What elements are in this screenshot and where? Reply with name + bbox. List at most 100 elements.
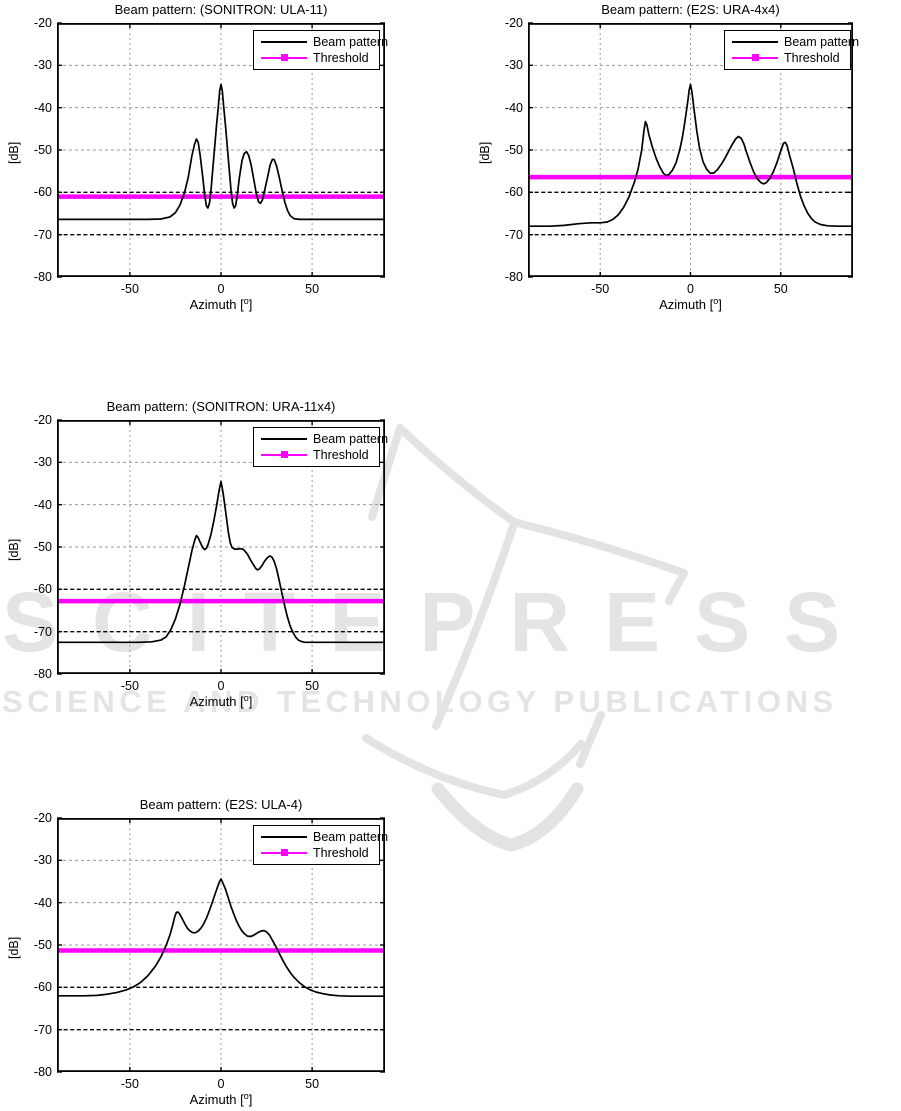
chart-title: Beam pattern: (E2S: ULA-4) xyxy=(139,797,303,812)
y-tick-label: -30 xyxy=(33,455,52,470)
x-axis-label: Azimuth [o] xyxy=(161,296,281,312)
x-axis-label-end: ] xyxy=(248,1092,253,1107)
y-tick-label: -70 xyxy=(33,624,52,639)
threshold-line-icon xyxy=(261,846,307,860)
legend-label: Beam pattern xyxy=(313,830,389,844)
x-axis-label-sup: o xyxy=(243,693,249,703)
legend: Beam pattern Threshold xyxy=(724,30,859,70)
y-tick-label: -60 xyxy=(504,185,523,200)
y-tick-label: -50 xyxy=(33,143,52,157)
y-tick-label: -60 xyxy=(33,185,52,200)
legend-item-threshold: Threshold xyxy=(254,447,379,463)
y-tick-label: -20 xyxy=(504,16,523,30)
legend: Beam pattern Threshold xyxy=(253,427,388,467)
legend-item-beam-pattern: Beam pattern xyxy=(254,34,388,50)
chart-beam-pattern-e2s-ura-4x4: Beam pattern: (E2S: URA-4x4) [dB] -20 -30… xyxy=(471,0,901,335)
threshold-line-icon xyxy=(732,51,778,65)
y-tick-label: -20 xyxy=(33,16,52,30)
y-tick-label: -80 xyxy=(504,270,523,284)
legend-item-beam-pattern: Beam pattern xyxy=(254,829,388,845)
chart-title: Beam pattern: (SONITRON: URA-11x4) xyxy=(106,399,336,414)
y-tick-label: -40 xyxy=(33,100,52,115)
beam-pattern-line-icon xyxy=(261,830,307,844)
legend-label: Threshold xyxy=(313,51,369,65)
y-tick-label: -40 xyxy=(33,895,52,910)
chart-title: Beam pattern: (SONITRON: ULA-11) xyxy=(114,2,328,17)
x-tick-label: 0 xyxy=(217,679,225,693)
legend-label: Threshold xyxy=(313,846,369,860)
legend: Beam pattern Threshold xyxy=(253,825,388,865)
x-axis-label-sup: o xyxy=(243,296,249,306)
y-tick-label: -50 xyxy=(33,938,52,952)
x-axis-label: Azimuth [o] xyxy=(161,693,281,709)
x-tick-label: 0 xyxy=(687,282,694,296)
y-tick-label: -80 xyxy=(33,667,52,681)
legend-item-beam-pattern: Beam pattern xyxy=(254,431,388,447)
x-axis-label-text: Azimuth [ xyxy=(189,694,244,709)
chart-beam-pattern-sonitron-ura-11x4: Beam pattern: (SONITRON: URA-11x4) [dB] … xyxy=(0,397,440,732)
y-tick-label: -70 xyxy=(33,227,52,242)
x-axis-label: Azimuth [o] xyxy=(631,296,751,312)
chart-title: Beam pattern: (E2S: URA-4x4) xyxy=(601,2,780,17)
x-tick-label: 50 xyxy=(305,1077,320,1091)
x-tick-label: 50 xyxy=(305,282,320,296)
y-tick-label: -30 xyxy=(33,58,52,73)
x-axis-label-end: ] xyxy=(248,694,253,709)
x-axis-label-text: Azimuth [ xyxy=(659,297,714,312)
x-tick-label: -50 xyxy=(591,282,610,296)
x-tick-label: -50 xyxy=(120,282,139,296)
legend-item-threshold: Threshold xyxy=(725,50,850,66)
plot-area xyxy=(56,419,386,675)
y-tick-label: -80 xyxy=(33,1065,52,1079)
x-tick-label: -50 xyxy=(120,679,139,693)
y-tick-label: -70 xyxy=(504,227,523,242)
y-tick-label: -30 xyxy=(504,58,523,73)
scitepress-logo-icon xyxy=(362,424,688,852)
x-axis-label-sup: o xyxy=(713,296,719,306)
x-tick-label: 0 xyxy=(217,282,225,296)
y-tick-label: -40 xyxy=(504,100,523,115)
legend-label: Beam pattern xyxy=(313,35,389,49)
chart-beam-pattern-sonitron-ula-11: Beam pattern: (SONITRON: ULA-11) [dB] -2… xyxy=(0,0,440,335)
watermark-wordmark: SCITEPRESS xyxy=(2,575,875,669)
y-tick-label: -70 xyxy=(33,1022,52,1037)
y-tick-label: -40 xyxy=(33,497,52,512)
y-tick-label: -60 xyxy=(33,980,52,995)
legend-label: Beam pattern xyxy=(784,35,860,49)
legend-label: Threshold xyxy=(784,51,840,65)
x-axis-label-text: Azimuth [ xyxy=(189,1092,244,1107)
x-tick-label: 0 xyxy=(217,1077,225,1091)
beam-pattern-line-icon xyxy=(261,35,307,49)
y-tick-label: -60 xyxy=(33,582,52,597)
x-axis-label-sup: o xyxy=(243,1091,249,1101)
beam-pattern-line-icon xyxy=(261,432,307,446)
legend-label: Beam pattern xyxy=(313,432,389,446)
y-tick-label: -30 xyxy=(33,853,52,868)
plot-area xyxy=(56,22,386,278)
beam-pattern-line-icon xyxy=(732,35,778,49)
x-tick-label: -50 xyxy=(120,1077,139,1091)
x-axis-label-text: Azimuth [ xyxy=(189,297,244,312)
threshold-line-icon xyxy=(261,448,307,462)
x-tick-label: 50 xyxy=(305,679,320,693)
x-axis-label-end: ] xyxy=(248,297,253,312)
y-tick-label: -80 xyxy=(33,270,52,284)
y-tick-label: -20 xyxy=(33,413,52,427)
legend: Beam pattern Threshold xyxy=(253,30,388,70)
x-tick-label: 50 xyxy=(773,282,788,296)
y-tick-label: -50 xyxy=(504,143,523,157)
x-axis-label: Azimuth [o] xyxy=(161,1091,281,1107)
legend-item-threshold: Threshold xyxy=(254,845,379,861)
plot-area xyxy=(527,22,854,278)
legend-item-beam-pattern: Beam pattern xyxy=(725,34,859,50)
plot-area xyxy=(56,817,386,1073)
legend-item-threshold: Threshold xyxy=(254,50,379,66)
chart-beam-pattern-e2s-ula-4: Beam pattern: (E2S: ULA-4) [dB] -20 -30 -4… xyxy=(0,795,440,1111)
legend-label: Threshold xyxy=(313,448,369,462)
threshold-line-icon xyxy=(261,51,307,65)
y-tick-label: -20 xyxy=(33,811,52,825)
x-axis-label-end: ] xyxy=(718,297,722,312)
y-tick-label: -50 xyxy=(33,540,52,554)
